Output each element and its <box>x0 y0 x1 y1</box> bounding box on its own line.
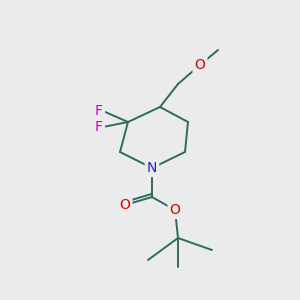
Text: O: O <box>169 203 180 217</box>
Text: O: O <box>120 198 130 212</box>
Text: F: F <box>95 104 103 118</box>
Text: O: O <box>195 58 206 72</box>
Text: N: N <box>147 161 157 175</box>
Text: F: F <box>95 120 103 134</box>
